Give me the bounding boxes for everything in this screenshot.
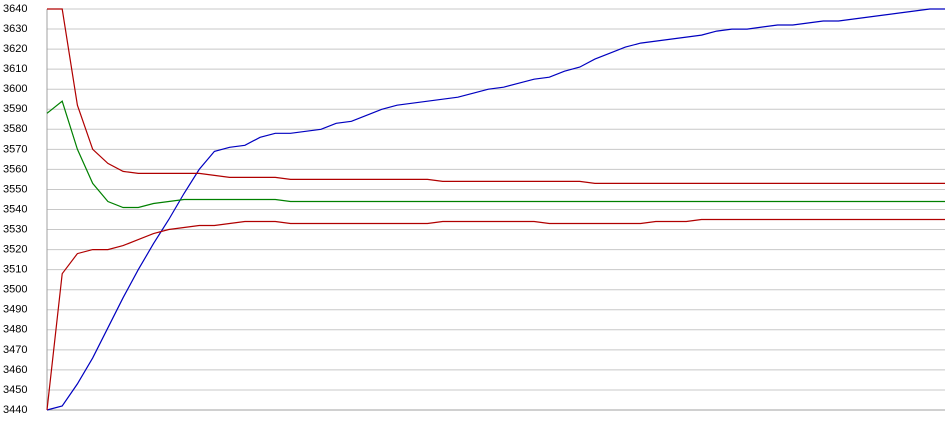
y-tick-label: 3550 — [3, 183, 27, 195]
y-tick-label: 3630 — [3, 23, 27, 35]
y-tick-label: 3480 — [3, 324, 27, 336]
y-tick-label: 3520 — [3, 244, 27, 256]
y-tick-label: 3560 — [3, 163, 27, 175]
series-line — [47, 8, 945, 184]
y-tick-label: 3440 — [3, 404, 27, 416]
y-tick-label: 3470 — [3, 344, 27, 356]
series-line — [46, 218, 945, 411]
series-line — [46, 100, 945, 209]
y-tick-label: 3500 — [3, 284, 27, 296]
y-tick-label: 3530 — [3, 223, 27, 235]
y-tick-label: 3540 — [3, 203, 27, 215]
y-tick-label: 3490 — [3, 304, 27, 316]
y-tick-label: 3620 — [3, 43, 27, 55]
y-tick-label: 3600 — [3, 83, 27, 95]
y-tick-label: 3640 — [3, 3, 27, 15]
y-tick-label: 3590 — [3, 103, 27, 115]
y-tick-label: 3580 — [3, 123, 27, 135]
y-tick-label: 3610 — [3, 63, 27, 75]
y-tick-label: 3570 — [3, 143, 27, 155]
y-tick-label: 3460 — [3, 364, 27, 376]
y-tick-label: 3510 — [3, 264, 27, 276]
y-tick-label: 3450 — [3, 384, 27, 396]
